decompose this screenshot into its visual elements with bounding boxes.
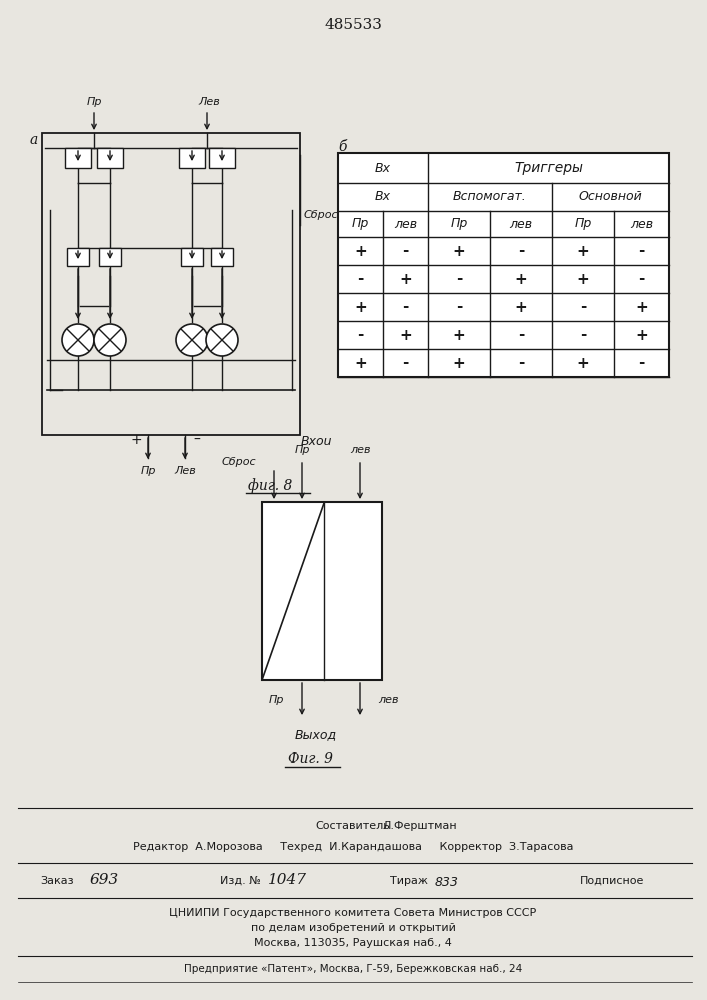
Text: Сброс: Сброс	[304, 210, 339, 220]
Text: 833: 833	[435, 876, 459, 889]
Text: Основной: Основной	[578, 190, 643, 204]
Text: -: -	[402, 300, 409, 314]
Text: Выход: Выход	[295, 728, 337, 741]
Text: Пр: Пр	[294, 445, 310, 455]
Text: -: -	[402, 356, 409, 370]
Text: -: -	[456, 271, 462, 286]
Text: -: -	[357, 328, 363, 342]
Text: а: а	[30, 133, 38, 147]
Text: -: -	[580, 328, 586, 342]
Text: 693: 693	[90, 873, 119, 887]
Text: лев: лев	[350, 445, 370, 455]
Text: Вспомогат.: Вспомогат.	[453, 190, 527, 204]
Text: Сброс: Сброс	[221, 457, 256, 467]
Text: Л.Ферштман: Л.Ферштман	[382, 821, 457, 831]
Circle shape	[176, 324, 208, 356]
Text: –: –	[194, 433, 201, 447]
Text: 485533: 485533	[324, 18, 382, 32]
Bar	[181, 248, 203, 266]
Text: -: -	[638, 356, 645, 370]
Text: Фиг. 9: Фиг. 9	[288, 752, 332, 766]
Text: -: -	[518, 356, 524, 370]
Text: +: +	[354, 243, 367, 258]
Text: лев: лев	[394, 218, 417, 231]
Text: +: +	[515, 300, 527, 314]
Text: +: +	[354, 300, 367, 314]
Bar	[42, 133, 300, 435]
Text: -: -	[580, 300, 586, 314]
Text: -: -	[456, 300, 462, 314]
Text: Заказ: Заказ	[40, 876, 74, 886]
Text: ЦНИИПИ Государственного комитета Совета Министров СССР: ЦНИИПИ Государственного комитета Совета …	[170, 908, 537, 918]
Text: +: +	[577, 243, 590, 258]
Bar	[209, 148, 235, 168]
Text: Пр: Пр	[140, 466, 156, 476]
Text: Подписное: Подписное	[580, 876, 644, 886]
Text: Вх: Вх	[375, 190, 391, 204]
Text: лев: лев	[510, 218, 532, 231]
Text: +: +	[452, 328, 465, 342]
Text: +: +	[452, 356, 465, 370]
Text: -: -	[518, 328, 524, 342]
Text: б: б	[338, 140, 346, 154]
Bar	[97, 148, 123, 168]
Bar	[211, 248, 233, 266]
Text: лев: лев	[378, 695, 399, 705]
Text: Москва, 113035, Раушская наб., 4: Москва, 113035, Раушская наб., 4	[254, 938, 452, 948]
Text: Предприятие «Патент», Москва, Г-59, Бережковская наб., 24: Предприятие «Патент», Москва, Г-59, Бере…	[184, 964, 522, 974]
Text: -: -	[638, 243, 645, 258]
Text: +: +	[130, 433, 142, 447]
Text: +: +	[399, 328, 412, 342]
Text: Пр: Пр	[450, 218, 467, 231]
Text: -: -	[638, 271, 645, 286]
Bar	[262, 502, 382, 680]
Text: +: +	[399, 271, 412, 286]
Text: Лев: Лев	[198, 97, 220, 107]
Text: по делам изобретений и открытий: по делам изобретений и открытий	[250, 923, 455, 933]
Text: фиг. 8: фиг. 8	[248, 478, 293, 493]
Text: -: -	[357, 271, 363, 286]
Text: 1047: 1047	[268, 873, 307, 887]
Bar	[338, 153, 669, 377]
Text: Тираж: Тираж	[390, 876, 428, 886]
Circle shape	[62, 324, 94, 356]
Text: Пр: Пр	[86, 97, 102, 107]
Text: +: +	[452, 243, 465, 258]
Text: +: +	[354, 356, 367, 370]
Text: Триггеры: Триггеры	[514, 161, 583, 175]
Text: Изд. №: Изд. №	[220, 876, 261, 886]
Bar	[99, 248, 121, 266]
Text: Составитель: Составитель	[315, 821, 390, 831]
Text: Лев: Лев	[174, 466, 196, 476]
Circle shape	[206, 324, 238, 356]
Text: -: -	[402, 243, 409, 258]
Text: Пр: Пр	[574, 218, 592, 231]
Bar	[67, 248, 89, 266]
Text: Пр: Пр	[269, 695, 284, 705]
Circle shape	[94, 324, 126, 356]
Text: лев: лев	[630, 218, 653, 231]
Text: +: +	[635, 300, 648, 314]
Text: +: +	[577, 271, 590, 286]
Text: Вх: Вх	[375, 161, 391, 174]
Text: Редактор  А.Морозова     Техред  И.Карандашова     Корректор  З.Тарасова: Редактор А.Морозова Техред И.Карандашова…	[133, 842, 573, 852]
Text: Пр: Пр	[352, 218, 369, 231]
Bar	[65, 148, 91, 168]
Text: +: +	[515, 271, 527, 286]
Text: +: +	[635, 328, 648, 342]
Text: +: +	[577, 356, 590, 370]
Bar	[179, 148, 205, 168]
Text: -: -	[518, 243, 524, 258]
Text: Вхоu: Вхоu	[300, 435, 332, 448]
